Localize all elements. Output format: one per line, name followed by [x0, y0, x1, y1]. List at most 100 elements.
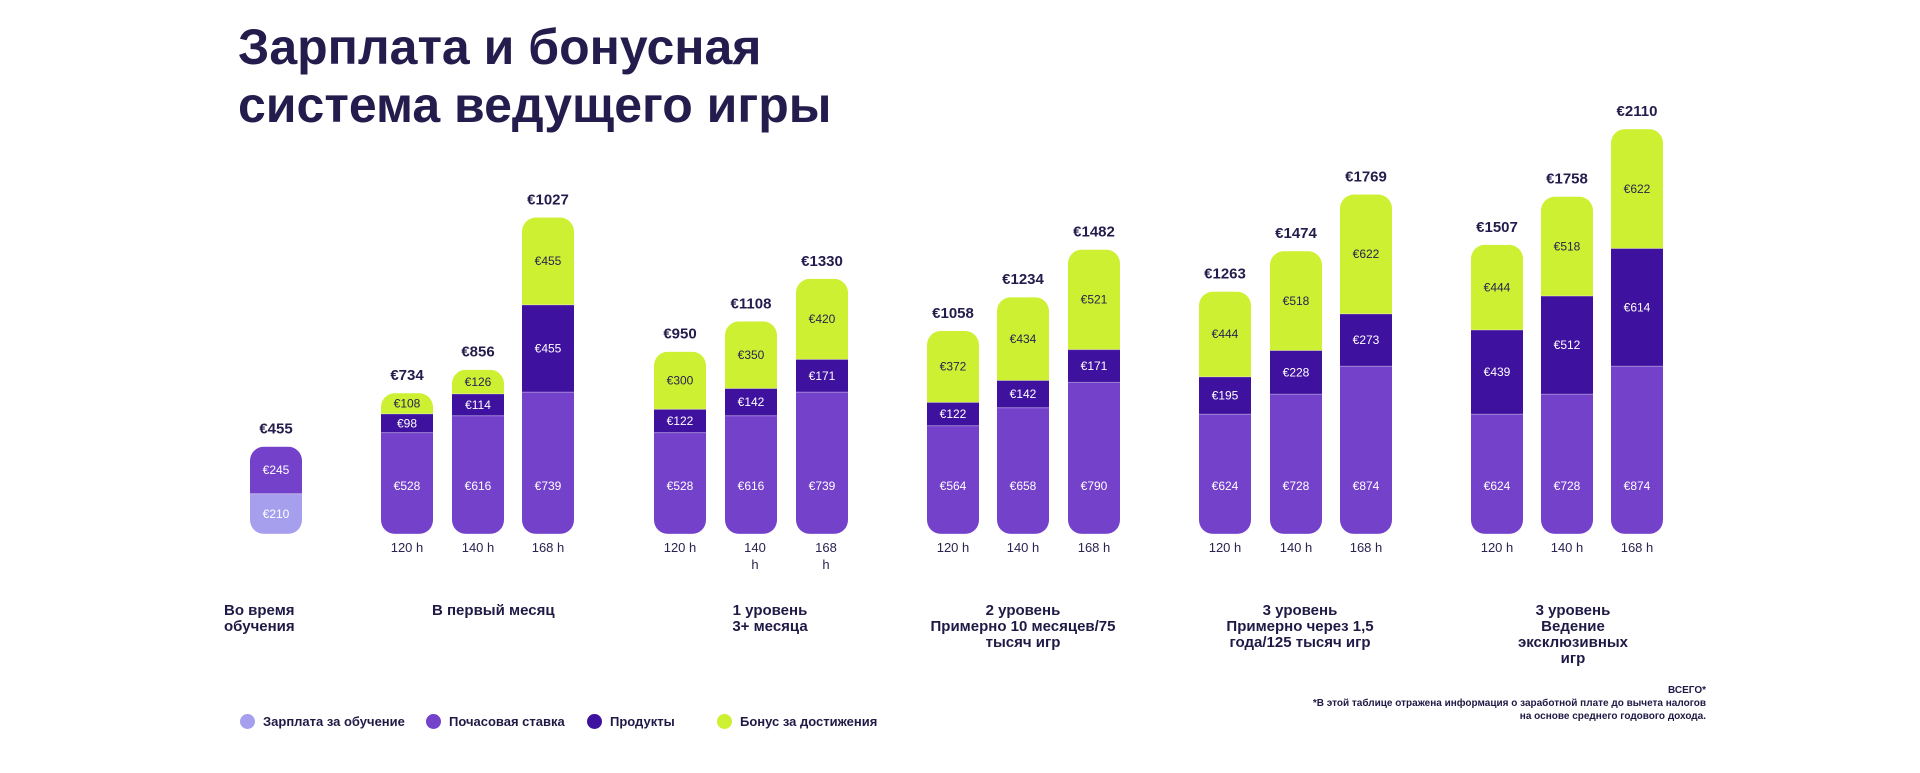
bar-total-label: €1758 [1546, 171, 1588, 188]
x-tick-label: h [751, 557, 758, 572]
bar-segment-hourly [997, 407, 1049, 534]
segment-value-label: €622 [1353, 247, 1380, 261]
segment-value-label: €439 [1484, 365, 1511, 379]
x-tick-label: h [822, 557, 829, 572]
bar-total-label: €1474 [1275, 225, 1317, 242]
segment-value-label: €195 [1212, 389, 1239, 403]
x-tick-label: 120 h [1209, 540, 1242, 555]
legend-label-hourly: Почасовая ставка [449, 714, 565, 729]
legend-item-products: Продукты [587, 714, 675, 729]
segment-value-label: €228 [1283, 365, 1310, 379]
bar-total-label: €2110 [1617, 103, 1658, 120]
group-label: В первый месяц [432, 602, 555, 619]
segment-value-label: €126 [465, 375, 492, 389]
bar-segment-bonus [522, 217, 574, 305]
bar-segment-products [1068, 349, 1120, 383]
segment-value-label: €142 [1010, 387, 1037, 401]
segment-value-label: €171 [1081, 359, 1108, 373]
bar-segment-hourly [522, 392, 574, 534]
x-tick-label: 140 h [1551, 540, 1584, 555]
bar-total-label: €1263 [1204, 266, 1246, 283]
segment-value-label: €444 [1212, 327, 1239, 341]
bar-segment-bonus [1340, 194, 1392, 314]
x-tick-label: 140 h [1007, 540, 1040, 555]
bar-segment-bonus [452, 369, 504, 394]
bar-segment-products [654, 409, 706, 433]
segment-value-label: €624 [1484, 479, 1511, 493]
x-tick-label: 168 h [532, 540, 565, 555]
bar-segment-bonus [927, 330, 979, 403]
segment-value-label: €210 [263, 507, 290, 521]
bar-segment-products [927, 402, 979, 426]
bar-total-label: €734 [390, 367, 424, 384]
bar-segment-bonus [1199, 291, 1251, 377]
x-tick-label: 168 [815, 540, 837, 555]
bar-segment-products [1611, 248, 1663, 367]
segment-value-label: €455 [535, 254, 562, 268]
bar-segment-products [1199, 376, 1251, 415]
bar-total-label: €455 [259, 421, 292, 438]
bar-total-label: €1027 [527, 192, 569, 209]
bar-segment-bonus [654, 351, 706, 410]
legend-swatch-products [587, 714, 602, 729]
bar-segment-products [1541, 296, 1593, 395]
bar-segment-hourly [1340, 366, 1392, 534]
segment-value-label: €518 [1283, 294, 1310, 308]
legend-label-products: Продукты [610, 714, 675, 729]
segment-value-label: €273 [1353, 333, 1380, 347]
group-label: 3 уровень Ведение эксклюзивных игр [1517, 602, 1629, 667]
bar-segment-hourly [927, 425, 979, 534]
segment-value-label: €455 [535, 342, 562, 356]
bar-segment-bonus [1541, 196, 1593, 297]
bar-segment-hourly [381, 432, 433, 534]
bar-segment-products [725, 388, 777, 416]
title-line-1: Зарплата и бонусная [238, 19, 762, 75]
segment-value-label: €728 [1283, 479, 1310, 493]
bar-segment-bonus [997, 297, 1049, 381]
bar-segment-hourly [1199, 414, 1251, 534]
segment-value-label: €122 [667, 414, 694, 428]
bar-segment-products [452, 393, 504, 416]
x-tick-label: 120 h [1481, 540, 1514, 555]
segment-value-label: €874 [1353, 479, 1380, 493]
segment-value-label: €98 [397, 416, 417, 430]
x-tick-label: 168 h [1078, 540, 1111, 555]
footnote-line-2: на основе среднего годового дохода. [1519, 711, 1706, 722]
bar-segment-hourly [1270, 394, 1322, 534]
bar-segment-products [1471, 330, 1523, 415]
segment-value-label: €108 [394, 397, 421, 411]
bar-segment-bonus [725, 321, 777, 389]
legend-item-training: Зарплата за обучение [240, 714, 405, 729]
segment-value-label: €658 [1010, 479, 1037, 493]
bar-segment-hourly [1541, 394, 1593, 534]
group-label: 3 уровень Примерно через 1,5 года/125 ты… [1226, 602, 1374, 651]
title-line-2: система ведущего игры [238, 77, 832, 133]
segment-value-label: €790 [1081, 479, 1108, 493]
segment-value-label: €622 [1624, 182, 1651, 196]
segment-value-label: €142 [738, 395, 765, 409]
bar-total-label: €1769 [1345, 169, 1387, 186]
x-tick-label: 140 h [1280, 540, 1313, 555]
x-tick-label: 140 h [462, 540, 495, 555]
x-tick-label: 168 h [1621, 540, 1654, 555]
segment-value-label: €739 [535, 479, 562, 493]
legend-item-hourly: Почасовая ставка [426, 714, 565, 729]
bar-segment-hourly [796, 392, 848, 534]
bar-segment-bonus [1270, 251, 1322, 351]
segment-value-label: €728 [1554, 479, 1581, 493]
bar-segment-products [522, 304, 574, 393]
x-tick-label: 168 h [1350, 540, 1383, 555]
bar-segment-bonus [381, 393, 433, 414]
segment-value-label: €521 [1081, 293, 1108, 307]
bar-segment-hourly [1471, 414, 1523, 534]
segment-value-label: €512 [1554, 338, 1581, 352]
bar-segment-bonus [1471, 244, 1523, 331]
segment-value-label: €245 [263, 463, 290, 477]
bar-segment-hourly [452, 415, 504, 534]
segment-value-label: €624 [1212, 479, 1239, 493]
legend-label-bonus: Бонус за достижения [740, 714, 878, 729]
bar-segment-bonus [1611, 129, 1663, 249]
bar-segment-hourly [1611, 366, 1663, 534]
legend-swatch-bonus [717, 714, 732, 729]
segment-value-label: €434 [1010, 332, 1037, 346]
